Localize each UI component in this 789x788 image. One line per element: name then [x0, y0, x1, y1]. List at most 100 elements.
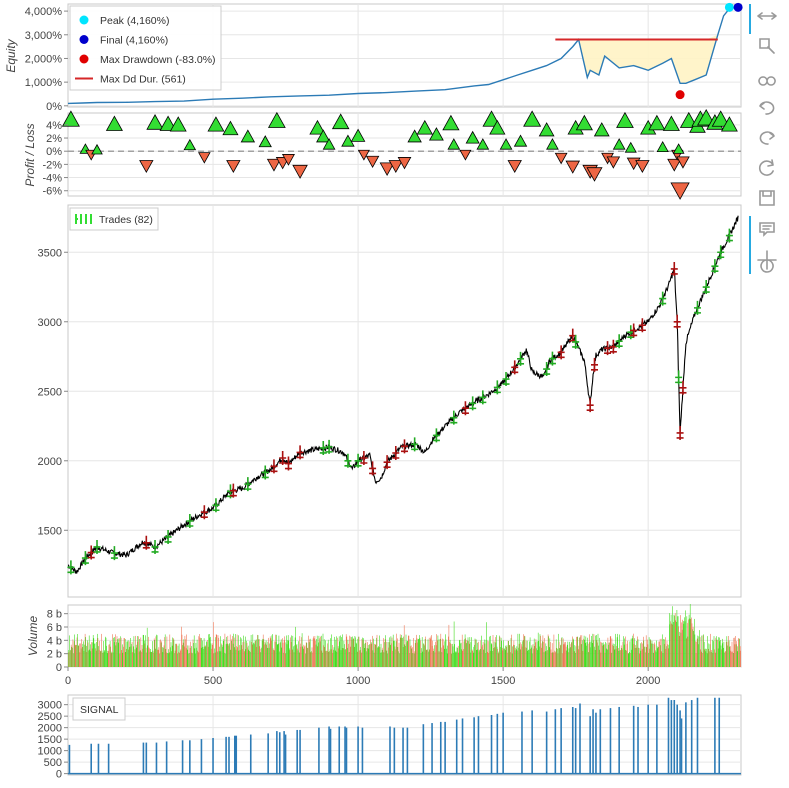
volume-bar: [266, 644, 267, 667]
volume-bar: [154, 640, 155, 667]
volume-bar: [351, 637, 352, 667]
volume-bar: [171, 651, 172, 667]
volume-bar: [309, 639, 310, 667]
save-tool-button[interactable]: [755, 186, 779, 210]
volume-bar: [247, 647, 248, 667]
volume-bar: [345, 634, 347, 667]
volume-bar: [566, 650, 567, 667]
volume-bar: [195, 653, 196, 667]
volume-bar: [575, 646, 577, 667]
volume-bar: [629, 641, 631, 667]
volume-bar: [188, 653, 189, 667]
volume-bar: [420, 640, 421, 667]
volume-bar: [584, 642, 586, 667]
volume-bar: [95, 650, 97, 667]
volume-bar: [353, 638, 354, 667]
volume-bar: [514, 645, 515, 667]
volume-bar: [122, 652, 124, 667]
volume-bar: [584, 639, 585, 667]
hover-tool-button[interactable]: [755, 217, 779, 241]
volume-bar: [591, 643, 593, 667]
volume-bar: [452, 646, 454, 667]
volume-bar: [382, 647, 384, 667]
volume-bar: [268, 647, 270, 667]
volume-bar: [444, 641, 446, 667]
volume-bar: [621, 648, 623, 667]
undo-tool-button[interactable]: [755, 96, 779, 120]
volume-bar: [728, 636, 729, 667]
volume-bar: [361, 639, 363, 667]
volume-bar: [284, 636, 285, 667]
volume-bar: [278, 643, 279, 667]
volume-bar: [104, 650, 105, 667]
volume-bar: [378, 646, 379, 667]
volume-bar: [405, 634, 407, 667]
volume-bar: [734, 637, 735, 667]
volume-bar: [153, 652, 154, 667]
volume-bar: [456, 647, 458, 667]
pnl-trade-marker: [61, 110, 80, 127]
volume-bar: [466, 640, 468, 667]
volume-bar: [717, 639, 718, 667]
wheel-zoom-tool-button[interactable]: [755, 65, 779, 89]
volume-bar: [490, 643, 492, 667]
volume-bar: [600, 641, 601, 667]
volume-bar: [633, 633, 634, 667]
volume-bar: [567, 641, 569, 667]
volume-bar: [307, 648, 309, 667]
volume-bar: [439, 638, 441, 667]
volume-bar: [652, 643, 654, 667]
volume-bar: [569, 641, 570, 667]
volume-bar: [170, 647, 171, 667]
redo-tool-button[interactable]: [755, 126, 779, 150]
crosshair-tool-button[interactable]: [755, 248, 779, 273]
volume-bar: [291, 649, 293, 667]
volume-bar: [367, 645, 369, 667]
equity-markers: [555, 2, 743, 100]
volume-bar: [713, 636, 715, 667]
volume-bar: [208, 634, 209, 667]
volume-bar: [79, 652, 81, 667]
volume-bar: [97, 638, 99, 667]
volume-bar: [432, 651, 434, 667]
volume-bar: [126, 641, 128, 667]
volume-bar: [442, 638, 443, 667]
volume-bar: [638, 653, 640, 667]
volume-bar: [439, 651, 440, 667]
volume-bar: [334, 636, 335, 667]
volume-bar: [167, 653, 168, 667]
pnl-trade-marker: [258, 135, 272, 148]
pnl-trade-marker: [711, 110, 730, 127]
volume-bar: [642, 643, 643, 667]
volume-bar: [199, 634, 200, 667]
volume-bar: [405, 645, 406, 667]
volume-bar: [680, 615, 681, 667]
volume-bar: [287, 640, 288, 667]
pan-tool-button[interactable]: [755, 4, 779, 28]
price-trade-marker: [270, 459, 278, 474]
volume-bar: [321, 650, 323, 667]
volume-bar: [497, 648, 498, 667]
equity-axis-title: Equity: [4, 38, 18, 72]
reset-tool-button[interactable]: [755, 156, 779, 180]
volume-bar: [365, 642, 366, 667]
equity-panel: 0% 1,000% 2,000% 3,000% 4,000% Equity Peak (…: [4, 2, 743, 113]
volume-bar: [423, 644, 425, 667]
volume-bar: [711, 650, 712, 667]
volume-bar: [385, 641, 387, 667]
volume-bar: [691, 623, 693, 667]
volume-bar: [207, 640, 208, 667]
volume-bar: [268, 637, 269, 667]
volume-bar: [417, 642, 418, 667]
volume-bar: [299, 636, 301, 667]
pnl-trade-marker: [648, 114, 666, 131]
volume-bar: [104, 651, 106, 667]
volume-bar: [316, 639, 317, 667]
volume-bar: [289, 648, 290, 667]
box-zoom-tool-button[interactable]: [755, 34, 779, 58]
volume-bar: [354, 646, 355, 667]
volume-bar: [590, 647, 591, 667]
pnl-trade-marker: [447, 138, 461, 150]
volume-bar: [664, 639, 665, 667]
volume-bar: [113, 642, 115, 667]
